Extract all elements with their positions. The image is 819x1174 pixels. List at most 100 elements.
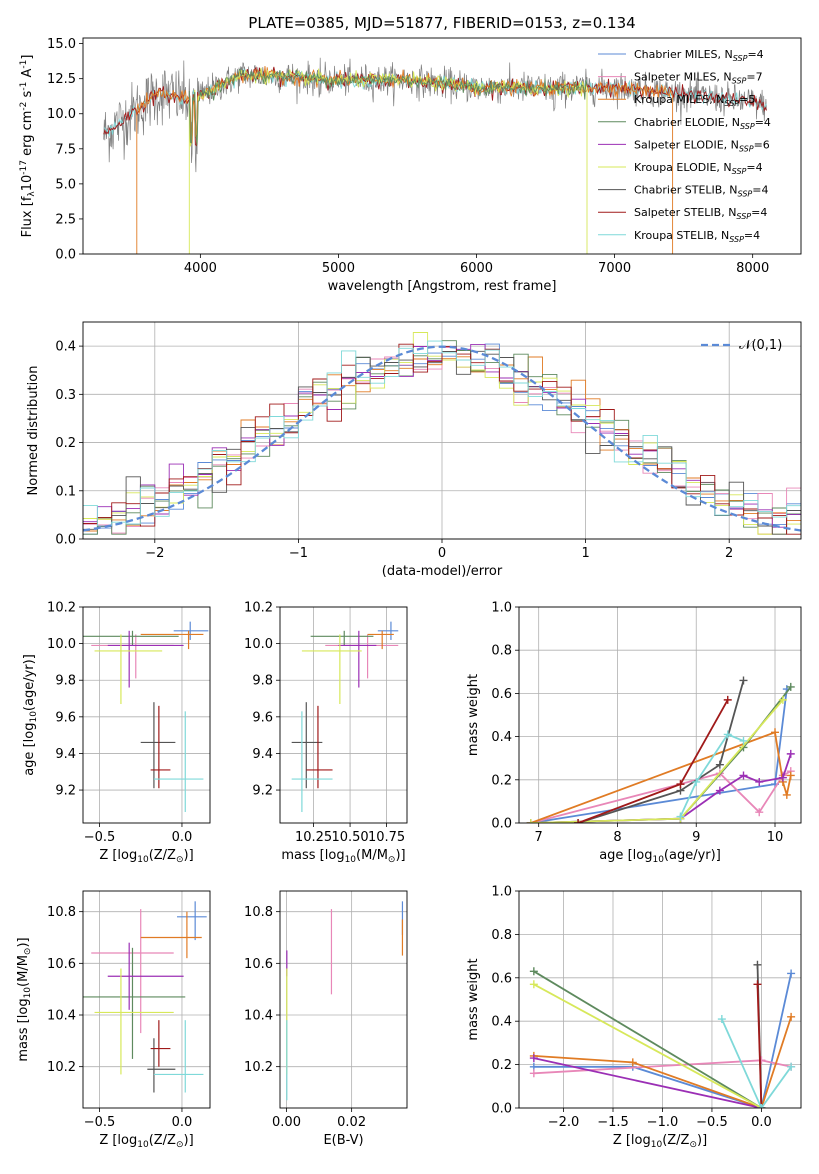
errorbar-salpeter-elodie — [338, 630, 377, 688]
age-vs-metallicity-panel: −0.5 0.0 9.2 9.4 9.6 9.8 10.0 10.2 Z [log10​(Z/Z… — [22, 601, 211, 865]
plot-area — [286, 901, 404, 1101]
plot-area — [529, 960, 796, 1108]
weight-series-salpeter-stelib — [574, 695, 732, 823]
x-tick-label: 4000 — [184, 261, 217, 276]
legend-entry-salpeter-miles: Salpeter MILES, NSSP=7 — [634, 71, 763, 86]
weight-point-marker — [739, 736, 748, 745]
y-tick-label: 10.0 — [47, 107, 76, 122]
plot-area — [526, 676, 795, 823]
x-axis-label: E(B-V) — [323, 1133, 363, 1148]
weight-series-line — [720, 1018, 792, 1108]
y-axis-label: Normed distribution — [26, 366, 41, 496]
errorbar-kroupa-miles — [367, 630, 394, 650]
weight-point-marker — [753, 960, 762, 969]
weight-point-marker — [753, 980, 762, 989]
y-axis-label: age [log10​(age/yr)] — [22, 654, 39, 776]
plot-area — [83, 621, 209, 813]
weight-point-marker — [717, 1015, 726, 1024]
axes-frame — [82, 890, 211, 1109]
y-tick-label: 9.6 — [252, 710, 273, 725]
weight-point-marker — [787, 1012, 796, 1021]
weight-point-marker — [574, 819, 583, 823]
x-tick-label: −1.0 — [647, 1115, 679, 1130]
plot-area — [83, 901, 207, 1093]
y-tick-label: 10.4 — [244, 1009, 273, 1024]
weight-point-marker — [771, 728, 780, 737]
axes-frame — [518, 606, 802, 824]
x-axis-label: mass [log10​(M/M⊙​)] — [281, 848, 405, 865]
x-tick-label: 10.75 — [368, 830, 405, 845]
legend-entry-chabrier-elodie: Chabrier ELODIE, NSSP=4 — [634, 116, 771, 131]
y-tick-label: 0.4 — [491, 730, 512, 745]
x-tick-label: 10.50 — [331, 830, 368, 845]
y-tick-label: 0.8 — [491, 928, 512, 943]
y-tick-label: 1.0 — [491, 885, 512, 900]
y-tick-label: 10.6 — [244, 957, 273, 972]
errorbar-salpeter-stelib — [150, 1020, 171, 1067]
x-tick-label: −2 — [145, 546, 164, 561]
x-tick-label: 0.0 — [172, 830, 193, 845]
gaussian-reference-curve — [83, 345, 801, 532]
errorbar-kroupa-miles — [140, 911, 202, 959]
y-axis-label: mass weight — [466, 958, 481, 1040]
errorbar-salpeter-miles — [325, 634, 399, 679]
weight-point-marker — [786, 771, 795, 780]
legend-entry-chabrier-miles: Chabrier MILES, NSSP=4 — [634, 48, 764, 63]
y-tick-label: 9.8 — [252, 674, 273, 689]
x-axis-label: Z [log10​(Z/Z⊙​)] — [99, 848, 193, 865]
x-tick-label: −2.0 — [548, 1115, 580, 1130]
x-tick-label: 0.00 — [272, 1115, 301, 1130]
x-tick-label: 8 — [613, 830, 621, 845]
x-tick-label: −1 — [289, 546, 308, 561]
errorbar-salpeter-stelib — [306, 705, 333, 789]
weight-series-line — [530, 731, 792, 823]
y-tick-label: 10.8 — [47, 905, 76, 920]
x-tick-label: 7000 — [598, 261, 631, 276]
x-tick-label: 2 — [725, 546, 733, 561]
weight-point-marker — [739, 771, 748, 780]
errorbar-salpeter-stelib — [150, 705, 171, 789]
y-tick-label: 0.6 — [491, 971, 512, 986]
legend-entry-kroupa-stelib: Kroupa STELIB, NSSP=4 — [634, 229, 760, 244]
y-tick-label: 10.2 — [244, 601, 273, 616]
weight-point-marker — [628, 1058, 637, 1067]
y-tick-label: 15.0 — [47, 37, 76, 52]
weight-series-line — [533, 983, 762, 1108]
weight-point-marker — [755, 808, 764, 817]
errorbar-kroupa-elodie — [301, 634, 362, 705]
weight-point-marker — [778, 695, 787, 704]
weight-series-kroupa-miles — [526, 728, 795, 823]
weight-series-line — [577, 680, 745, 823]
y-axis-label: mass [log10​(M/M⊙​)] — [16, 937, 33, 1061]
legend-entry-kroupa-elodie: Kroupa ELODIE, NSSP=4 — [634, 161, 763, 176]
y-tick-label: 10.2 — [47, 1060, 76, 1075]
plot-area — [291, 621, 399, 813]
spectrum-panel: 4000 5000 6000 7000 8000 0.0 2.5 5.0 7.5 10.0 12.5… — [19, 37, 802, 294]
weight-series-line — [533, 970, 762, 1108]
y-tick-label: 0.4 — [491, 1015, 512, 1030]
y-tick-label: 10.4 — [47, 1009, 76, 1024]
weight-series-line — [756, 984, 763, 1108]
weight-series-kroupa-elodie — [529, 980, 766, 1108]
weight-series-line — [530, 699, 784, 823]
legend-entry-salpeter-stelib: Salpeter STELIB, NSSP=4 — [634, 206, 767, 221]
y-axis-label: Flux [fλ​10-17​ erg cm-2​ s-1​ A-1​] — [19, 55, 37, 238]
errorbar-kroupa-miles — [140, 630, 204, 650]
errorbar-chabrier-stelib — [147, 1038, 176, 1093]
y-tick-label: 0.4 — [55, 340, 76, 355]
x-tick-label: −0.5 — [84, 830, 116, 845]
x-tick-label: −0.5 — [696, 1115, 728, 1130]
weight-point-marker — [529, 980, 538, 989]
x-axis-label: Z [log10​(Z/Z⊙​)] — [99, 1133, 193, 1150]
weight-point-marker — [786, 682, 795, 691]
mass-vs-metallicity-panel: −0.5 0.0 10.2 10.4 10.6 10.8 Z [log10​(Z/Z⊙​)]… — [16, 890, 211, 1150]
weight-series-kroupa-stelib — [676, 730, 748, 821]
x-tick-label: 1 — [581, 546, 589, 561]
weight-point-marker — [692, 777, 701, 786]
y-tick-label: 9.2 — [252, 784, 273, 799]
weight-series-line — [533, 973, 792, 1108]
axes-frame — [82, 606, 211, 824]
y-axis-label: mass weight — [466, 674, 481, 756]
weight-point-marker — [526, 819, 535, 823]
